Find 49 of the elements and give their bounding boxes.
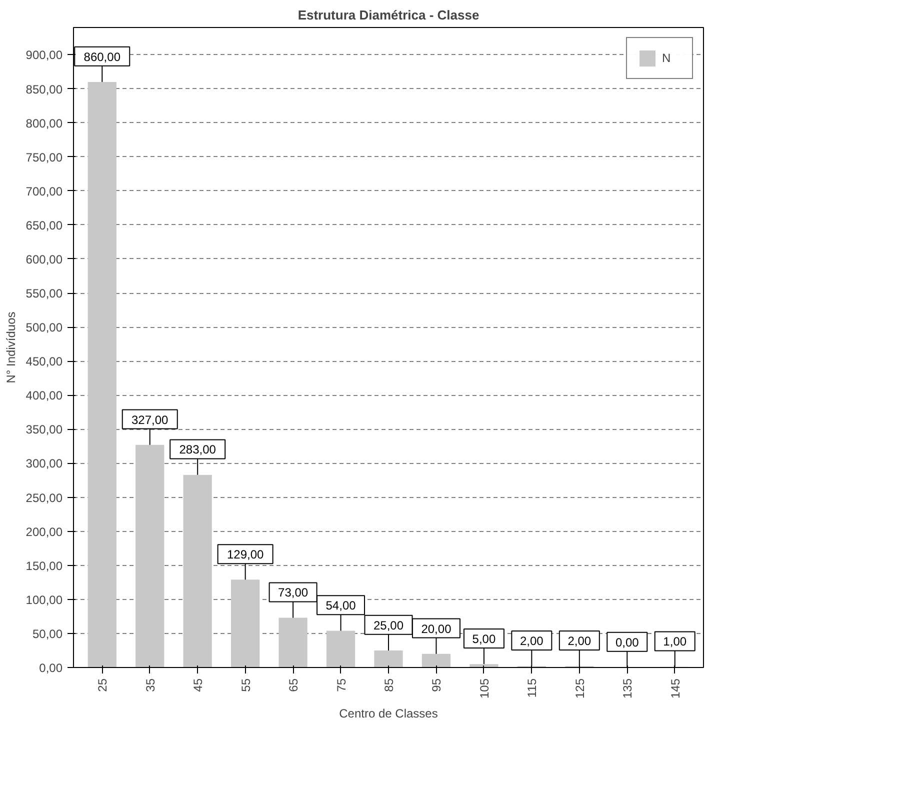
- data-label: 327,00: [132, 412, 169, 427]
- data-label: 25,00: [373, 618, 404, 632]
- y-tick-label: 350,00: [26, 422, 63, 437]
- x-tick-label: 45: [191, 678, 206, 692]
- chart-title: Estrutura Diamétrica - Classe: [298, 8, 480, 22]
- y-tick-label: 100,00: [26, 592, 63, 607]
- y-tick-label: 400,00: [26, 388, 63, 403]
- y-tick-label: 0,00: [39, 661, 63, 675]
- data-label: 2,00: [568, 634, 592, 648]
- y-tick-label: 150,00: [26, 558, 63, 573]
- data-label: 20,00: [421, 622, 452, 636]
- x-tick-label: 65: [286, 678, 301, 692]
- y-tick-label: 50,00: [32, 626, 63, 641]
- x-tick-label: 75: [334, 678, 348, 692]
- data-label: 860,00: [84, 50, 121, 64]
- y-tick-label: 650,00: [26, 218, 63, 232]
- y-tick-label: 450,00: [26, 354, 63, 369]
- data-label: 2,00: [520, 634, 544, 648]
- y-tick-label: 250,00: [26, 490, 63, 505]
- y-tick-label: 600,00: [26, 252, 63, 266]
- x-tick-label: 35: [143, 678, 158, 692]
- y-tick-label: 700,00: [26, 184, 63, 198]
- data-label: 283,00: [179, 442, 216, 457]
- x-axis-title: Centro de Classes: [339, 706, 438, 721]
- y-tick-label: 200,00: [26, 524, 63, 539]
- y-tick-label: 300,00: [26, 456, 63, 471]
- x-tick-label: 55: [238, 678, 253, 692]
- data-label: 5,00: [472, 632, 496, 646]
- data-label: 54,00: [326, 598, 356, 613]
- data-label: 0,00: [615, 635, 640, 650]
- data-label: 129,00: [226, 548, 264, 562]
- x-tick-label: 115: [525, 678, 540, 698]
- data-label: 73,00: [278, 586, 308, 600]
- y-tick-label: 900,00: [26, 48, 63, 62]
- y-tick-label: 850,00: [26, 82, 63, 96]
- x-tick-label: 85: [382, 678, 396, 692]
- x-tick-label: 95: [430, 678, 444, 692]
- x-tick-label: 105: [477, 678, 492, 699]
- x-tick-label: 145: [668, 678, 682, 699]
- x-tick-label: 135: [620, 678, 635, 699]
- x-tick-label: 25: [96, 678, 110, 692]
- y-tick-label: 750,00: [26, 150, 63, 164]
- legend-label: N: [662, 51, 672, 65]
- y-axis-title: N° Indivíduos: [4, 312, 18, 384]
- x-tick-label: 125: [572, 678, 587, 699]
- data-label: 1,00: [663, 634, 687, 649]
- y-tick-label: 500,00: [26, 320, 63, 335]
- y-tick-label: 800,00: [26, 116, 63, 130]
- y-tick-label: 550,00: [26, 286, 63, 301]
